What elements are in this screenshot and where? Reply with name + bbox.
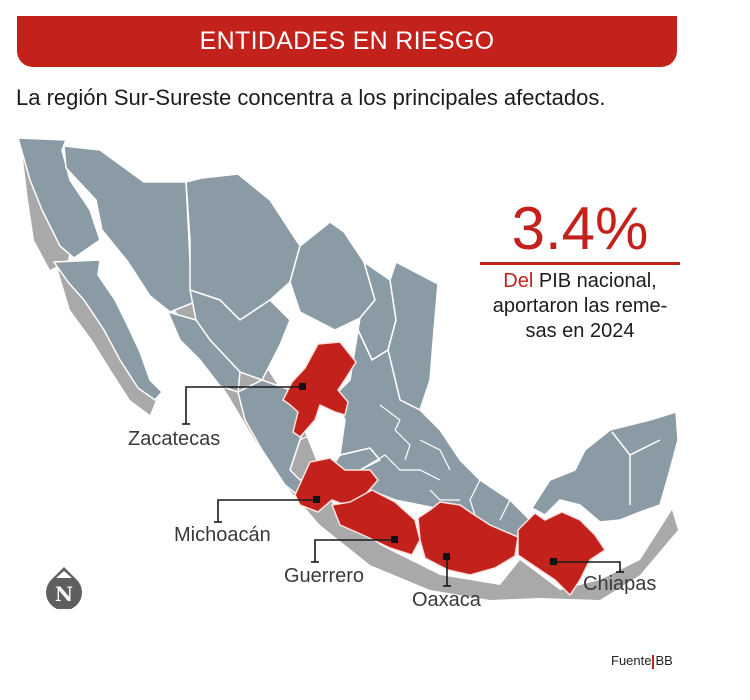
stat-desc-line1: PIB nacional,: [533, 270, 657, 292]
state-zacatecas: [282, 341, 357, 438]
label-oaxaca: Oaxaca: [412, 589, 481, 611]
stat-description: Del PIB nacional, aportaron las reme- sa…: [480, 269, 680, 344]
state-chiapas: [517, 511, 606, 596]
stat-desc-accent: Del: [503, 270, 534, 292]
stat-divider: [480, 262, 680, 265]
highlighted-states: [282, 341, 606, 596]
label-zacatecas: Zacatecas: [128, 428, 221, 450]
remittance-stat: 3.4% Del PIB nacional, aportaron las rem…: [480, 196, 680, 344]
source-label: Fuente: [611, 653, 652, 668]
publisher-logo-icon: N: [46, 567, 82, 609]
stat-desc-line3: sas en 2024: [525, 320, 635, 342]
source-divider: [652, 654, 655, 669]
label-guerrero: Guerrero: [284, 565, 365, 587]
title-banner: ENTIDADES EN RIESGO: [17, 16, 677, 67]
state-markers: [299, 383, 557, 565]
stat-value: 3.4%: [511, 195, 649, 262]
source-value: BB: [655, 653, 673, 668]
subtitle: La región Sur-Sureste concentra a los pr…: [16, 85, 606, 110]
label-chiapas: Chiapas: [583, 573, 657, 595]
leader-lines: [182, 386, 624, 587]
stat-desc-line2: aportaron las reme-: [492, 295, 668, 317]
state-borders: [299, 404, 511, 531]
source-credit: Fuente BB: [611, 653, 673, 669]
label-michoacan: Michoacán: [174, 524, 271, 546]
svg-text:N: N: [55, 582, 73, 606]
